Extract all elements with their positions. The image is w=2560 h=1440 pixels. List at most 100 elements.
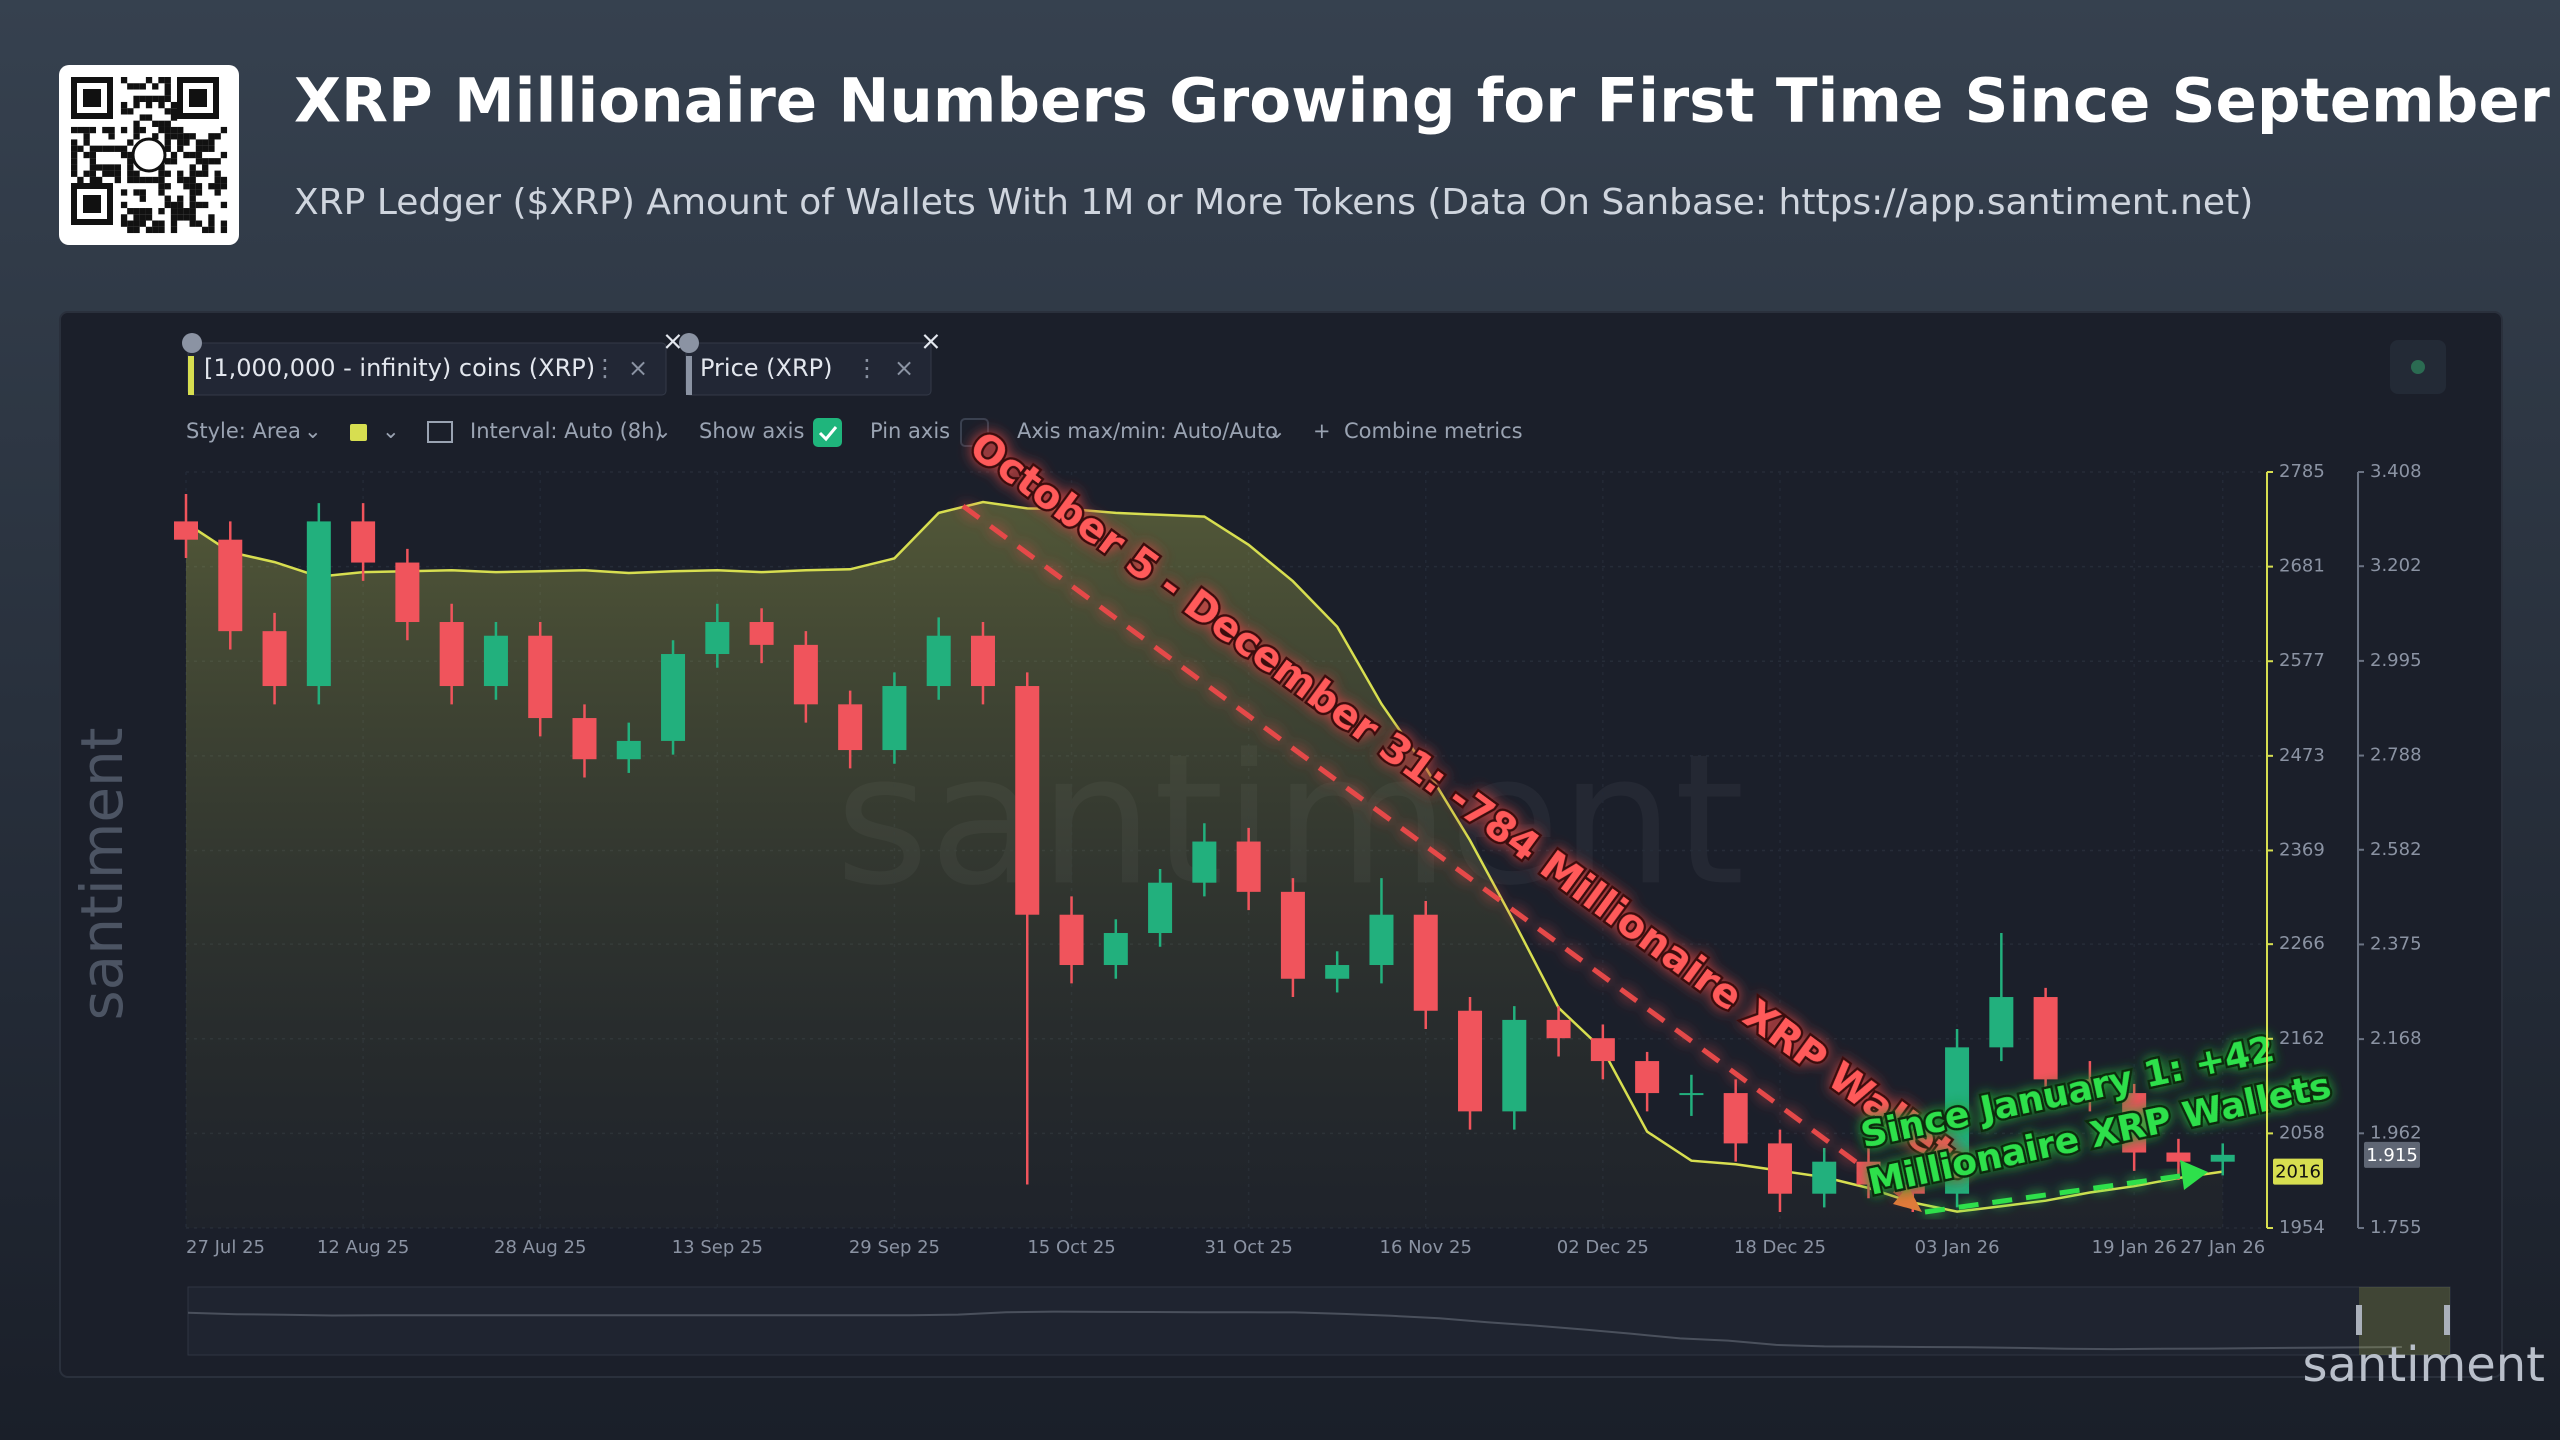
decline-arrowhead — [1893, 1186, 1922, 1212]
qr-module — [95, 145, 103, 152]
y2-tick-label: 2.582 — [2370, 839, 2422, 860]
qr-module — [177, 176, 184, 184]
axis-range-select[interactable]: Axis max/min: Auto/Auto — [1017, 419, 1278, 443]
status-dot — [2411, 360, 2425, 374]
candle-body — [2210, 1154, 2235, 1162]
qr-module — [183, 214, 190, 221]
qr-module — [158, 77, 165, 84]
color-swatch[interactable] — [350, 424, 367, 441]
qr-module — [220, 126, 228, 134]
qr-module — [170, 220, 178, 227]
decline-arrow-line — [961, 503, 1907, 1201]
qr-module — [189, 133, 196, 140]
legend-entry[interactable]: Price (XRP) — [700, 354, 833, 382]
candle-body — [1546, 1019, 1571, 1039]
qr-module — [133, 176, 140, 184]
interval-select[interactable]: Interval: Auto (8h) — [470, 419, 663, 443]
title: XRP Millionaire Numbers Growing for Firs… — [294, 66, 2550, 137]
qr-module — [177, 145, 184, 152]
qr-module — [189, 176, 196, 184]
navigator-window — [2359, 1287, 2450, 1355]
y-tick-label: 2473 — [2279, 745, 2325, 766]
qr-module — [202, 170, 209, 177]
metric-chip[interactable]: [1,000,000 - infinity) coins (XRP) ⋮ × × — [182, 327, 684, 396]
candle-body — [1945, 1047, 1970, 1194]
x-tick-label: 15 Oct 25 — [1027, 1237, 1115, 1258]
candle-body — [1989, 997, 2014, 1048]
qr-module — [183, 139, 190, 146]
qr-module — [164, 126, 171, 134]
qr-module — [89, 164, 97, 171]
qr-module — [77, 145, 84, 152]
style-select[interactable]: Style: Area — [186, 419, 301, 443]
navigator-line — [187, 1310, 2402, 1351]
qr-module — [170, 214, 178, 221]
qr-module — [214, 133, 221, 140]
legend-entry[interactable]: [1,000,000 - infinity) coins (XRP) — [204, 354, 595, 382]
qr-finder — [83, 89, 101, 107]
qr-module — [208, 226, 215, 234]
toolbar: Style: Area ⌄ ⌄ Interval: Auto (8h) ⌄ Sh… — [186, 418, 1523, 447]
qr-module — [177, 201, 184, 209]
qr-module — [139, 220, 146, 227]
menu-icon[interactable]: ⋮ — [593, 354, 617, 382]
qr-module — [208, 183, 215, 190]
x-tick-label: 19 Jan 26 — [2092, 1237, 2177, 1258]
chevron[interactable]: ⌄ — [304, 419, 322, 443]
show-axis-label: Show axis — [699, 419, 804, 443]
y2-tick-label: 3.202 — [2370, 555, 2422, 576]
qr-module — [195, 201, 203, 209]
pin-axis-checkbox[interactable] — [960, 418, 989, 447]
remove-icon[interactable]: × — [894, 354, 914, 382]
qr-module — [164, 145, 171, 152]
navigator-handle[interactable] — [2356, 1305, 2362, 1335]
qr-module — [127, 208, 134, 215]
qr-module — [89, 170, 97, 177]
qr-module — [164, 195, 171, 202]
metric-chip[interactable]: Price (XRP) ⋮ × × — [679, 327, 942, 396]
qr-module — [114, 170, 121, 177]
x-tick-label: 16 Nov 25 — [1380, 1237, 1472, 1258]
chevron[interactable]: ⌄ — [1268, 419, 1286, 443]
qr-code — [59, 65, 239, 245]
y-tick-label: 2369 — [2279, 839, 2325, 860]
candle-body — [351, 521, 376, 563]
qr-module — [127, 108, 134, 115]
candle-body — [1413, 914, 1438, 1011]
lock-icon — [679, 333, 699, 353]
qr-module — [202, 226, 209, 234]
qr-module — [195, 158, 203, 165]
y-tick-label: 1954 — [2279, 1217, 2325, 1238]
candle-body — [174, 521, 198, 540]
candle-body — [1502, 1019, 1527, 1112]
chip-color — [188, 356, 194, 395]
qr-module — [71, 145, 78, 152]
navigator[interactable] — [187, 1286, 2451, 1356]
qr-module — [133, 133, 140, 140]
qr-module — [108, 133, 115, 140]
chevron[interactable]: ⌄ — [654, 419, 672, 443]
chevron[interactable]: ⌄ — [382, 419, 400, 443]
qr-module — [183, 183, 190, 190]
candle-body — [1280, 891, 1305, 979]
qr-module — [120, 151, 128, 159]
close-icon[interactable]: × — [920, 327, 942, 357]
qr-module — [214, 189, 221, 196]
show-axis-checkbox[interactable] — [813, 418, 842, 447]
qr-module — [114, 164, 121, 171]
combine-metrics[interactable]: Combine metrics — [1344, 419, 1523, 443]
qr-module — [127, 220, 134, 227]
qr-module — [170, 226, 178, 234]
y2-tick-label: 3.408 — [2370, 461, 2422, 482]
qr-module — [189, 164, 196, 171]
navigator-box — [187, 1286, 2451, 1356]
candle-body — [1458, 1010, 1483, 1112]
qr-module — [195, 139, 203, 146]
candle-body — [1369, 914, 1394, 966]
close-icon[interactable]: × — [662, 327, 684, 357]
remove-icon[interactable]: × — [628, 354, 648, 382]
navigator-handle[interactable] — [2444, 1305, 2450, 1335]
menu-icon[interactable]: ⋮ — [855, 354, 879, 382]
qr-module — [127, 226, 134, 234]
